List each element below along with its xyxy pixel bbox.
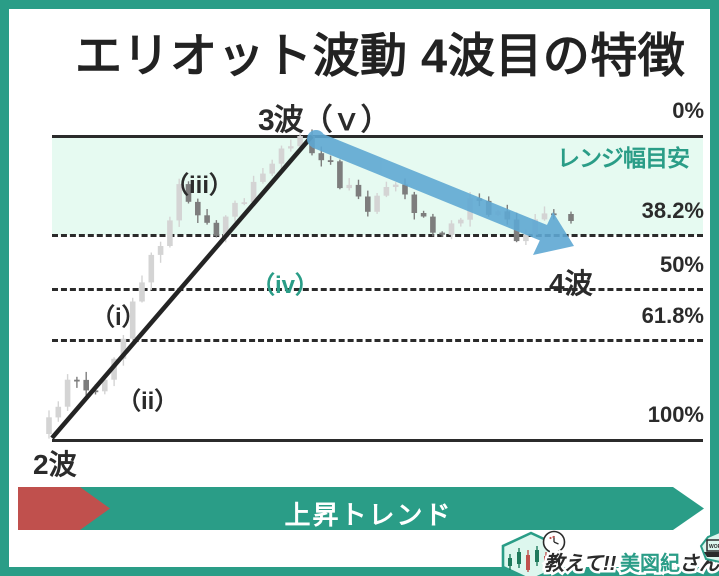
- svg-text:WORK: WORK: [709, 544, 719, 550]
- svg-text:教えて!!: 教えて!!: [544, 552, 617, 575]
- svg-text:美図紀: 美図紀: [620, 551, 680, 575]
